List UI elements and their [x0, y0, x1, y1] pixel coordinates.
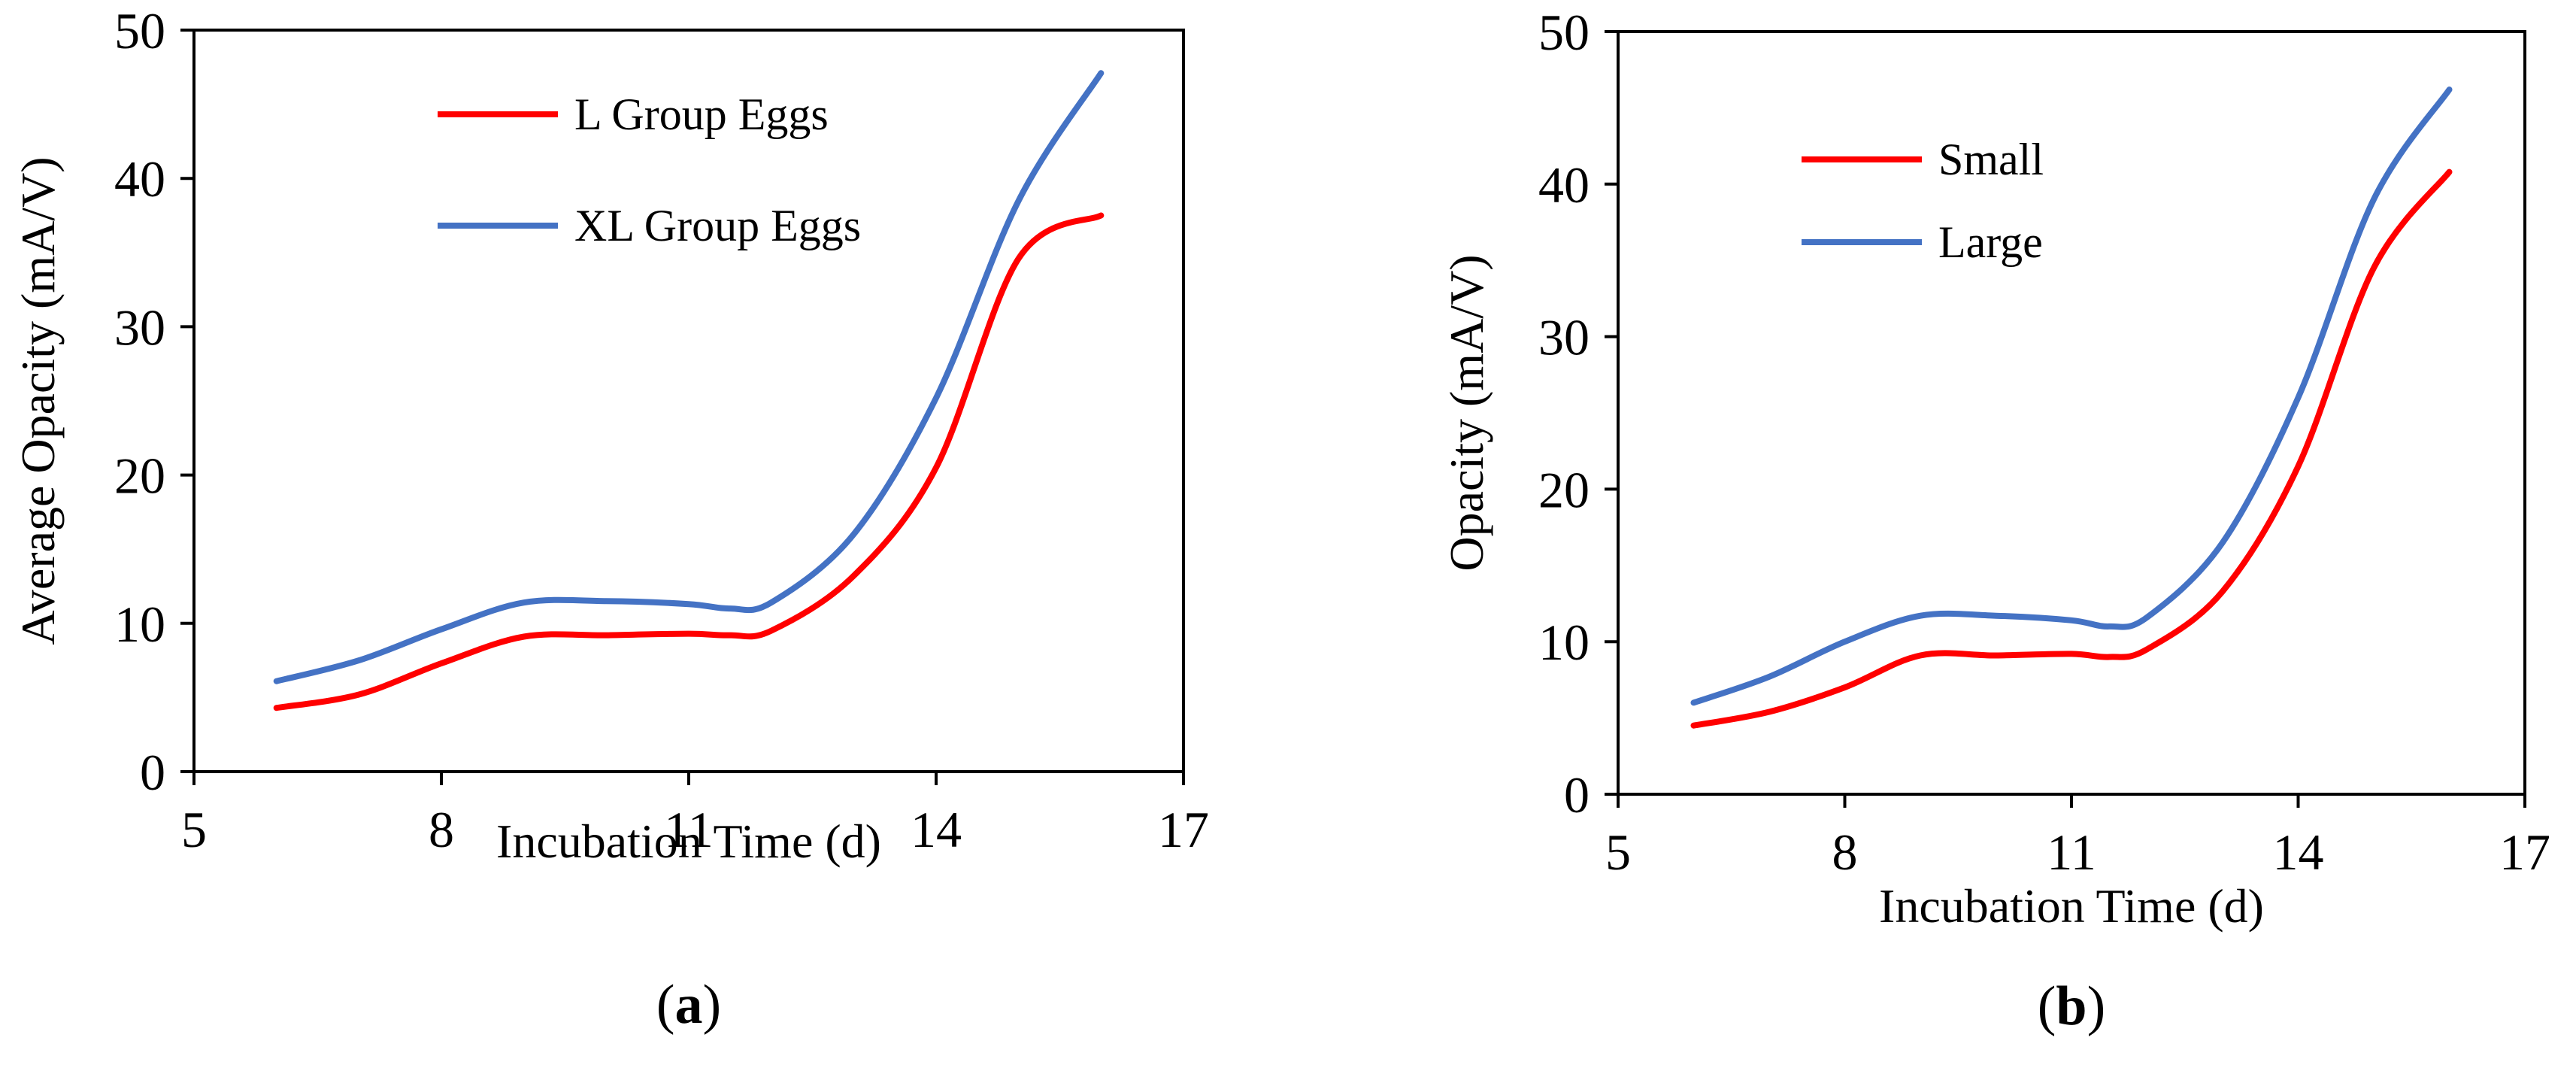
- x-axis-title: Incubation Time (d): [496, 815, 881, 868]
- y-tick-label: 40: [1538, 156, 1590, 214]
- y-tick-label: 50: [1538, 4, 1590, 61]
- x-tick-label: 14: [2273, 824, 2324, 881]
- caption-close-paren: ): [703, 974, 722, 1036]
- x-axis-title: Incubation Time (d): [1879, 879, 2264, 933]
- legend-label: L Group Eggs: [574, 89, 829, 139]
- x-tick-label: 17: [2499, 824, 2550, 881]
- plot-area-frame: [192, 29, 1185, 773]
- y-axis-title: Average Opacity (mA/V): [11, 156, 65, 645]
- x-tick-label: 5: [181, 801, 207, 858]
- y-axis-title: Opacity (mA/V): [1440, 254, 1493, 571]
- legend-label: Small: [1938, 135, 2044, 184]
- caption-open-paren: (: [2038, 975, 2056, 1037]
- y-tick-label: 10: [114, 596, 165, 653]
- chart-panel-b: 5 8 11 14 17 0 10 20 30 40 50 Incubation Time (d) Op…: [1440, 4, 2550, 1037]
- legend-label: Large: [1938, 217, 2043, 267]
- y-tick-label: 40: [114, 150, 165, 208]
- y-tick-label: 10: [1538, 614, 1590, 671]
- panel-caption: (a): [656, 974, 721, 1036]
- panel-caption: (b): [2038, 975, 2105, 1037]
- chart-panel-a: 5 8 11 14 17 0 10 20 30 40 50 Incubation Time (d) Av…: [11, 2, 1209, 1036]
- series-line-xl-group-eggs: [273, 70, 1105, 684]
- y-tick-label: 30: [114, 299, 165, 356]
- y-tick-label: 0: [140, 744, 165, 801]
- x-tick-label: 14: [911, 801, 962, 858]
- caption-letter: a: [675, 974, 703, 1036]
- caption-letter: b: [2056, 975, 2087, 1037]
- caption-close-paren: ): [2087, 975, 2106, 1037]
- y-tick-label: 50: [114, 2, 165, 59]
- x-tick-label: 11: [2047, 824, 2096, 881]
- x-tick-label: 5: [1605, 824, 1631, 881]
- y-tick-label: 20: [1538, 461, 1590, 518]
- series-line-small: [1690, 168, 2453, 729]
- series-line-large: [1690, 86, 2453, 706]
- series-line-l-group-eggs: [273, 212, 1105, 711]
- y-tick-label: 0: [1564, 766, 1590, 824]
- x-tick-label: 17: [1158, 801, 1209, 858]
- x-tick-label: 8: [1832, 824, 1858, 881]
- legend-label: XL Group Eggs: [574, 201, 861, 250]
- y-tick-label: 30: [1538, 309, 1590, 366]
- x-tick-label: 8: [429, 801, 454, 858]
- y-tick-label: 20: [114, 447, 165, 505]
- caption-open-paren: (: [656, 974, 675, 1036]
- x-tick-label: 11: [664, 801, 713, 858]
